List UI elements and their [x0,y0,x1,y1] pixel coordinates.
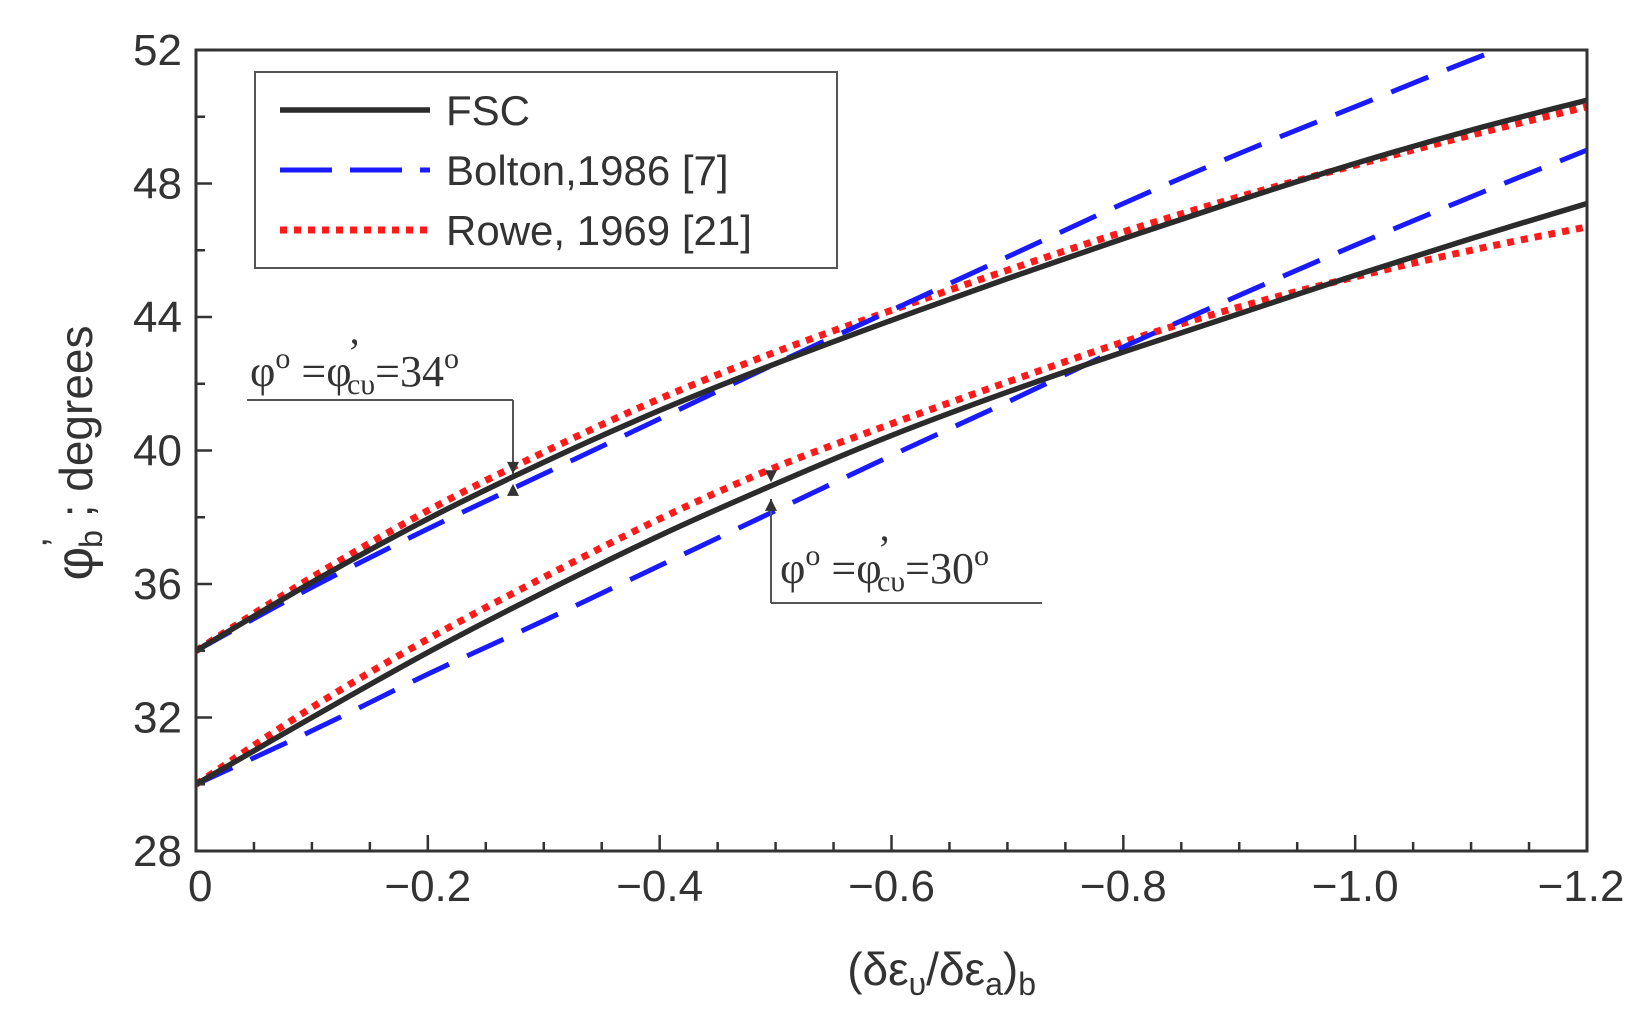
annotation-phi-30: φo =φ’ cυ=30o [765,470,1042,604]
y-tick-label: 36 [133,560,182,609]
annotation-phi-34: φo =φ’ cυ=34o [247,330,519,496]
annotation-34-arrowhead-bottom [507,483,519,496]
annotation-34-arrowhead-top [507,461,519,474]
series-line-bolton-1986-7-34 [196,50,1505,653]
y-tick-label: 40 [133,427,182,476]
legend: FSC Bolton,1986 [7] Rowe, 1969 [21] [254,71,838,269]
x-tick-label: −1.2 [1538,862,1625,911]
series-line-fsc-34 [196,97,1587,654]
plot-lines [196,50,1587,788]
y-tick-label: 32 [133,694,182,743]
legend-label: Bolton,1986 [7] [446,147,729,194]
annotation-30-arrowhead-bottom [765,498,777,511]
y-tick-label: 52 [133,26,182,75]
x-tick-label: −0.4 [616,862,703,911]
y-axis-title: φ’b ; degrees [35,326,109,581]
legend-label: Rowe, 1969 [21] [446,207,752,254]
axis-ticks [194,48,1589,853]
series-line-fsc-30 [196,200,1587,787]
x-tick-label: −0.8 [1080,862,1167,911]
y-tick-label: 44 [133,293,182,342]
x-tick-label: 0 [188,862,212,911]
y-tick-label: 28 [133,827,182,876]
x-tick-label: −1.0 [1312,862,1399,911]
legend-label: FSC [446,87,530,134]
y-tick-label: 48 [133,160,182,209]
x-tick-label: −0.2 [384,862,471,911]
series-line-rowe-1969-21-34 [196,103,1587,654]
axis-tick-labels: 0 −0.2 −0.4 −0.6 −0.8 −1.0 −1.2 28 32 36 40 44 48 52 [133,26,1624,911]
x-axis-title: (δευ/δεa)b [847,943,1036,1002]
annotation-30-text: φo =φ’ cυ=30o [780,527,989,598]
series-line-bolton-1986-7-30 [196,147,1587,787]
x-tick-label: −0.6 [848,862,935,911]
annotation-30-arrowhead-top [765,470,777,483]
annotation-34-text: φo =φ’ cυ=34o [250,330,459,401]
annotations: φo =φ’ cυ=34o φo =φ’ cυ=30o [247,330,1042,604]
